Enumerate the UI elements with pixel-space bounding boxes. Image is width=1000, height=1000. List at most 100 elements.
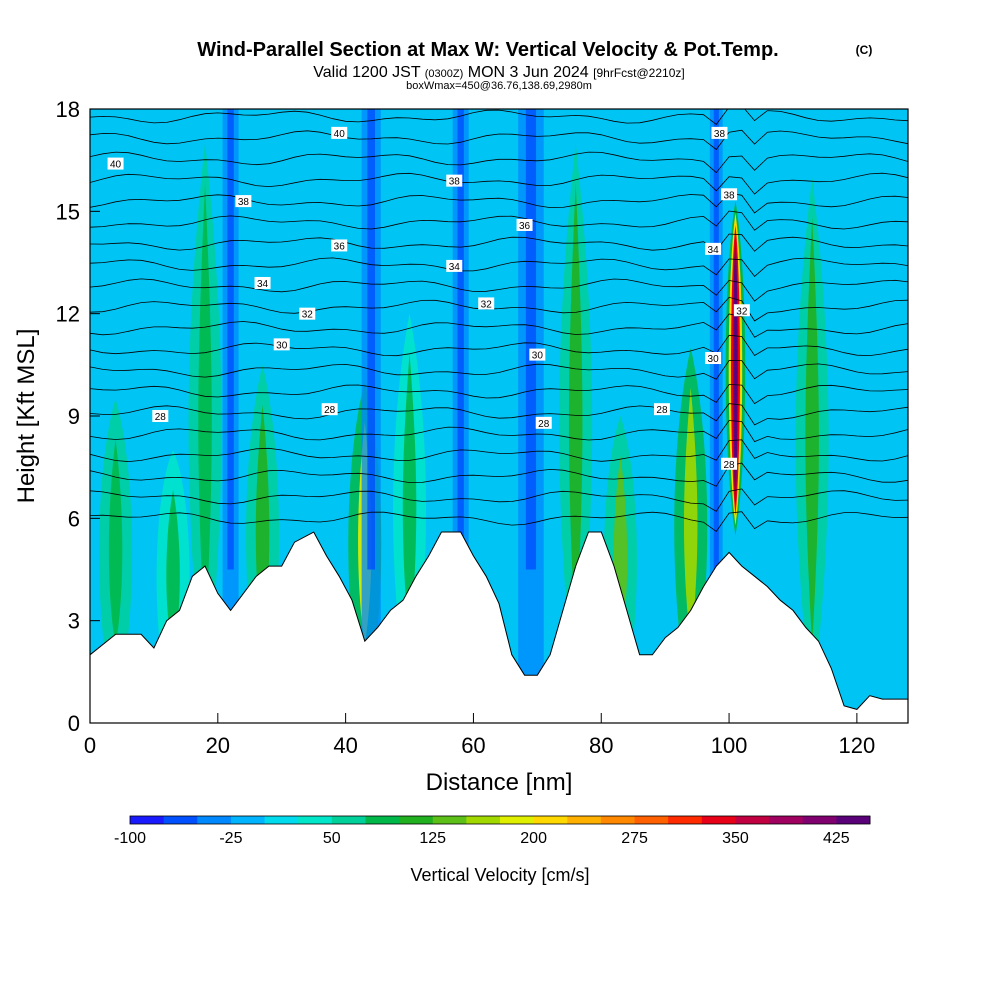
chart-subtitle: Valid 1200 JST (0300Z) MON 3 Jun 2024 [9… bbox=[313, 64, 684, 81]
contour-label-text: 32 bbox=[736, 306, 748, 317]
contour-label-bg bbox=[535, 416, 552, 429]
valid-time: Valid 1200 JST bbox=[313, 64, 421, 81]
contour-label-text: 28 bbox=[538, 419, 550, 430]
contour-label: 28 bbox=[721, 457, 738, 471]
y-tick-label: 18 bbox=[56, 97, 80, 122]
x-tick-label: 60 bbox=[461, 733, 485, 758]
theta-contour-19 bbox=[90, 109, 908, 125]
colorbar-swatch bbox=[163, 816, 198, 824]
contour-label-bg bbox=[299, 307, 316, 320]
contour-label-bg bbox=[721, 188, 738, 201]
colorbar-tick-label: -25 bbox=[219, 830, 242, 847]
contour-label: 38 bbox=[446, 174, 463, 188]
colorbar-swatch bbox=[668, 816, 703, 824]
colorbar-tick-label: 425 bbox=[823, 830, 850, 847]
x-axis-label: Distance [nm] bbox=[426, 769, 573, 796]
contour-label: 36 bbox=[331, 239, 348, 252]
contour-label: 32 bbox=[478, 297, 495, 310]
colorbar-swatch bbox=[701, 816, 736, 824]
y-axis-label: Height [Kft MSL] bbox=[13, 329, 40, 504]
colorbar-label: Vertical Velocity [cm/s] bbox=[410, 865, 589, 885]
contour-label: 28 bbox=[321, 403, 338, 416]
theta-contour-17 bbox=[90, 151, 908, 174]
colorbar-tick-label: -100 bbox=[114, 830, 146, 847]
forecast-info: [9hrFcst@2210z] bbox=[593, 66, 685, 80]
downdraft-core-1 bbox=[367, 109, 376, 570]
contour-label: 30 bbox=[273, 338, 290, 351]
colorbar-tick-label: 50 bbox=[323, 830, 341, 847]
x-tick-label: 80 bbox=[589, 733, 613, 758]
contour-label-bg bbox=[516, 218, 533, 231]
theta-contour-7 bbox=[90, 360, 908, 380]
contour-label-text: 36 bbox=[519, 221, 531, 232]
contour-label-text: 34 bbox=[257, 279, 269, 290]
contour-label-bg bbox=[529, 348, 546, 361]
contour-label: 28 bbox=[653, 403, 670, 416]
utc-time: (0300Z) bbox=[425, 68, 464, 80]
contour-label-bg bbox=[273, 338, 290, 351]
box-info: boxWmax=450@36.76,138.69,2980m bbox=[406, 80, 592, 92]
updraft-band-core-9 bbox=[805, 217, 819, 646]
contour-label-bg bbox=[107, 157, 124, 170]
y-tick-label: 9 bbox=[68, 404, 80, 429]
contour-label-text: 40 bbox=[334, 129, 346, 140]
colorbar-swatch bbox=[197, 816, 232, 824]
x-tick-label: 0 bbox=[84, 733, 96, 758]
theta-contour-12 bbox=[90, 257, 908, 277]
contour-label-text: 32 bbox=[302, 310, 314, 321]
colorbar-swatch bbox=[331, 816, 366, 824]
colorbar-swatch bbox=[466, 816, 501, 824]
terrain-mask bbox=[90, 531, 908, 723]
colorbar-tick-labels: -100 -25 50 125 200 275 350 425 bbox=[114, 830, 850, 847]
theta-contour-18 bbox=[90, 129, 908, 151]
theta-contour-16 bbox=[90, 172, 908, 195]
updraft-core-level-3 bbox=[733, 237, 738, 506]
contour-label: 28 bbox=[535, 416, 552, 430]
contour-label-text: 36 bbox=[334, 241, 346, 252]
theta-contour-14 bbox=[90, 210, 908, 231]
x-tick-label: 100 bbox=[711, 733, 748, 758]
contour-label-text: 30 bbox=[532, 351, 544, 362]
theta-contour-2 bbox=[90, 462, 908, 487]
theta-contour-0 bbox=[90, 511, 908, 532]
theta-contour-4 bbox=[90, 420, 908, 443]
colorbar-swatch bbox=[567, 816, 602, 824]
contour-label-bg bbox=[321, 403, 338, 416]
theta-contour-9 bbox=[90, 313, 908, 338]
contour-label: 40 bbox=[331, 126, 348, 140]
plot-area: 40 40 38 38 38 38 36 36 34 34 34 32 32 32 30 30 30 28 28 28… bbox=[90, 109, 908, 723]
downdraft-core-4 bbox=[713, 109, 719, 570]
colorbar-swatch bbox=[634, 816, 669, 824]
contour-label-text: 38 bbox=[714, 129, 726, 140]
theta-contour-15 bbox=[90, 192, 908, 214]
copyright-mark: (C) bbox=[856, 43, 873, 57]
max-updraft-core bbox=[725, 201, 746, 536]
contour-label-text: 34 bbox=[449, 262, 461, 273]
valid-date: MON 3 Jun 2024 bbox=[468, 64, 589, 81]
contour-label: 38 bbox=[721, 188, 738, 201]
contour-label-bg bbox=[152, 410, 169, 422]
x-tick-label: 120 bbox=[839, 733, 876, 758]
contour-label-text: 28 bbox=[724, 460, 736, 471]
colorbar-swatch bbox=[230, 816, 266, 824]
contour-label-text: 28 bbox=[656, 405, 668, 416]
contour-label-bg bbox=[733, 304, 750, 317]
colorbar-swatch bbox=[264, 816, 299, 824]
contour-label-bg bbox=[705, 242, 722, 255]
x-tick-label: 20 bbox=[206, 733, 230, 758]
contour-label-text: 34 bbox=[708, 245, 720, 256]
contour-label-text: 30 bbox=[276, 340, 288, 351]
colorbar-tick-label: 275 bbox=[621, 830, 648, 847]
colorbar-swatch bbox=[735, 816, 770, 824]
contour-label-bg bbox=[331, 126, 348, 139]
potential-temperature-contours bbox=[90, 109, 908, 532]
contour-label-bg bbox=[446, 259, 463, 272]
x-tick-label: 40 bbox=[333, 733, 357, 758]
updraft-band-core-0 bbox=[108, 438, 123, 646]
updraft-band-core-8 bbox=[683, 387, 698, 646]
colorbar-swatch bbox=[365, 816, 400, 824]
chart-title: Wind-Parallel Section at Max W: Vertical… bbox=[197, 39, 778, 61]
contour-labels: 40 40 38 38 38 38 36 36 34 34 34 32 32 32 30 30 30 28 28 28… bbox=[107, 126, 750, 471]
downdraft-core-0 bbox=[227, 109, 234, 570]
